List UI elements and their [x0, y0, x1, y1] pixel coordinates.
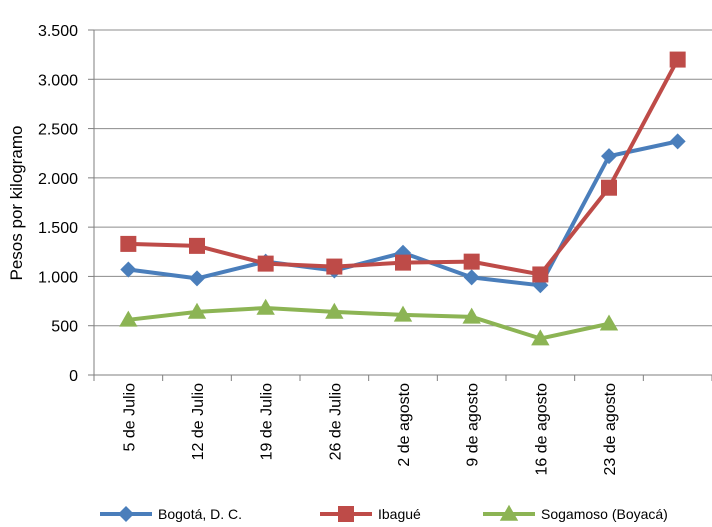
series-group — [119, 298, 619, 346]
data-point-square — [338, 506, 354, 522]
data-point-triangle — [531, 329, 550, 346]
data-point-square — [532, 266, 549, 283]
data-point-triangle — [393, 305, 413, 322]
data-point-square — [326, 258, 343, 275]
data-point-diamond — [601, 148, 617, 165]
legend-item: Sogamoso (Boyacá) — [483, 504, 668, 522]
data-point-square — [601, 179, 617, 196]
data-point-diamond — [118, 506, 134, 522]
legend-item: Ibagué — [320, 506, 421, 522]
legend-label: Sogamoso (Boyacá) — [541, 506, 668, 522]
x-tick-label: 19 de Julio — [259, 383, 276, 460]
data-point-diamond — [463, 269, 480, 286]
x-tick-label: 2 de agosto — [396, 383, 413, 467]
data-point-diamond — [189, 270, 205, 287]
series-group — [120, 51, 686, 283]
y-tick-label: 1.500 — [38, 220, 78, 237]
data-point-triangle — [462, 307, 481, 324]
y-axis-ticks: 0 500 1.000 1.500 2.000 2.500 3.000 3.500 — [38, 23, 94, 385]
data-point-triangle — [325, 302, 344, 319]
legend: Bogotá, D. C. Ibagué Sogamoso (Boyacá) — [100, 504, 668, 522]
y-tick-label: 0 — [69, 368, 78, 385]
x-tick-label: 12 de Julio — [190, 383, 207, 460]
data-point-diamond — [120, 261, 137, 278]
data-point-square — [669, 51, 686, 68]
y-tick-label: 2.000 — [38, 171, 78, 188]
data-point-square — [120, 235, 137, 252]
data-point-diamond — [669, 133, 686, 150]
x-axis-ticks: 5 de Julio 12 de Julio 19 de Julio 26 de Ju… — [93, 375, 712, 476]
x-tick-label: 26 de Julio — [327, 383, 344, 460]
x-tick-label: 23 de agosto — [602, 383, 619, 476]
data-point-triangle — [119, 310, 138, 327]
data-point-square — [395, 254, 411, 271]
data-point-triangle — [187, 302, 207, 319]
series-line — [128, 305, 610, 341]
y-axis-label: Pesos por kilogramo — [7, 126, 26, 281]
y-tick-label: 1.000 — [38, 269, 78, 286]
x-tick-label: 5 de Julio — [121, 383, 138, 452]
data-point-square — [463, 253, 480, 270]
data-point-triangle — [599, 314, 619, 331]
legend-label: Ibagué — [378, 506, 421, 522]
y-tick-label: 500 — [51, 319, 78, 336]
legend-label: Bogotá, D. C. — [158, 506, 242, 522]
y-tick-label: 2.500 — [38, 122, 78, 139]
data-point-square — [257, 255, 274, 272]
series-line — [128, 58, 680, 277]
data-point-triangle — [499, 504, 519, 521]
x-tick-label: 16 de agosto — [533, 383, 550, 476]
data-point-square — [189, 237, 205, 254]
gridlines — [94, 29, 712, 327]
series-lines — [119, 51, 686, 346]
legend-item: Bogotá, D. C. — [100, 506, 242, 522]
data-point-triangle — [256, 298, 275, 315]
x-tick-label: 9 de agosto — [465, 383, 482, 467]
y-tick-label: 3.000 — [38, 72, 78, 89]
y-tick-label: 3.500 — [38, 23, 78, 40]
